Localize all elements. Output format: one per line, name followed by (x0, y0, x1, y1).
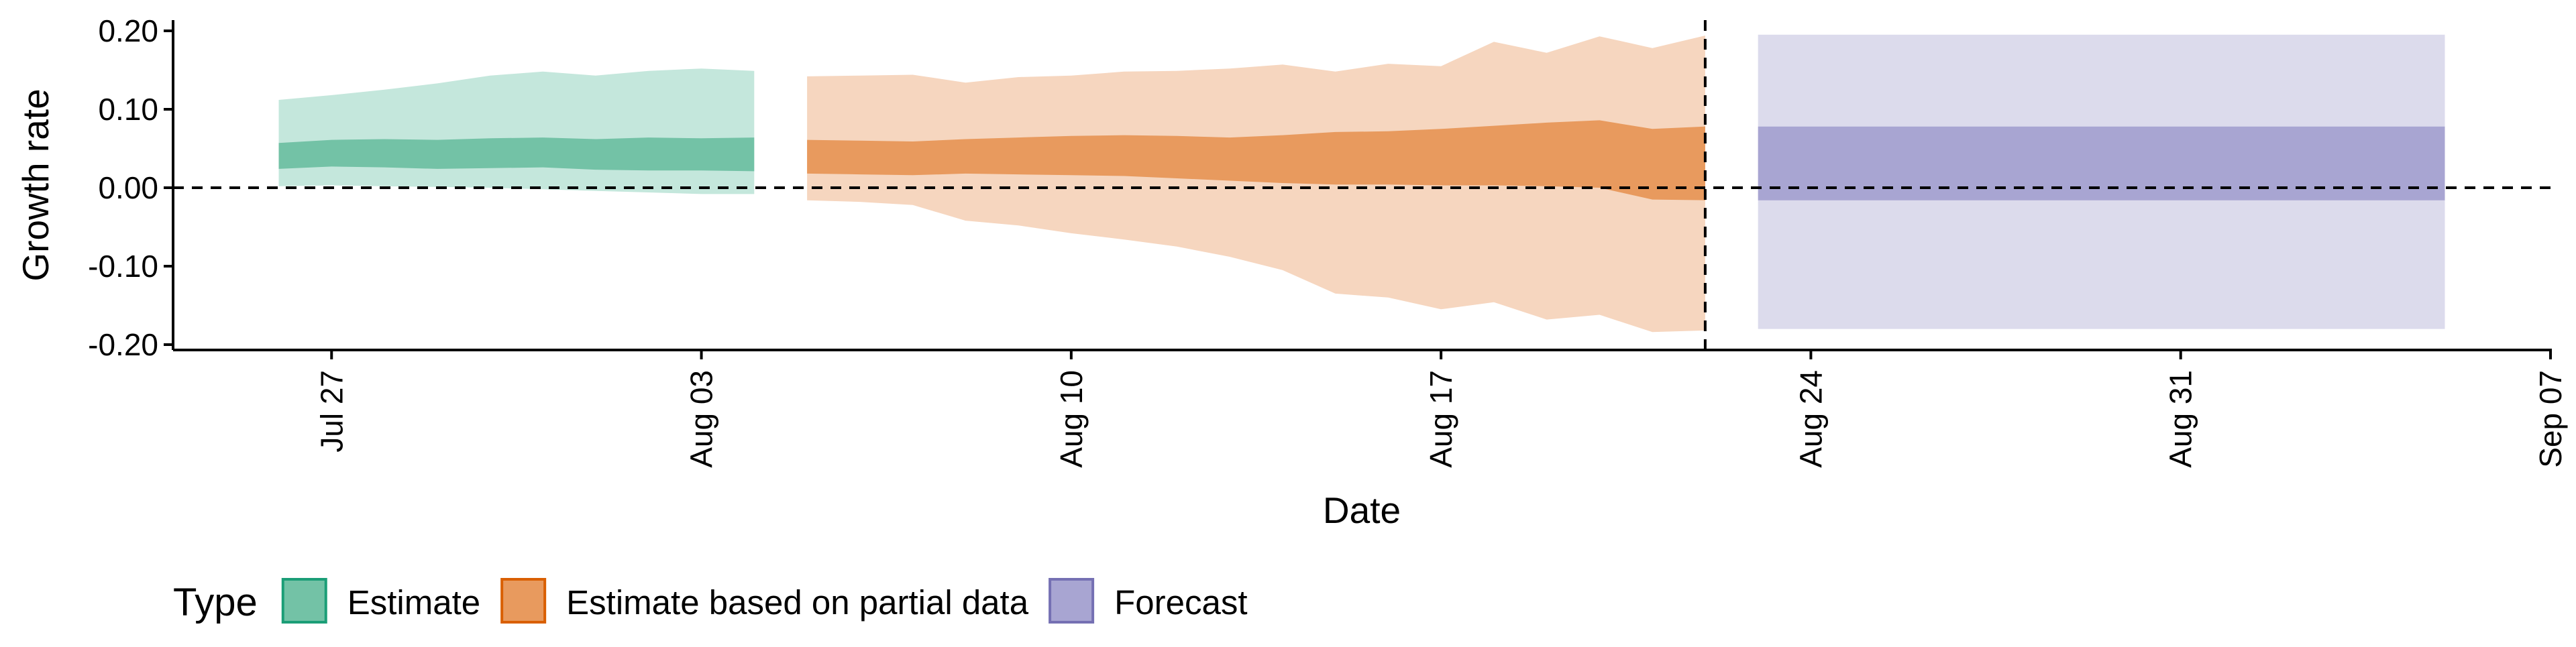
series-1-outer-band (807, 36, 1705, 333)
legend-swatch (1049, 578, 1095, 624)
y-tick-label: 0.20 (98, 13, 158, 48)
x-axis-title: Date (1323, 489, 1401, 531)
x-tick-label: Aug 31 (2163, 370, 2198, 468)
legend-swatch (500, 578, 547, 624)
x-tick-label: Aug 03 (684, 370, 719, 468)
legend-swatch (281, 578, 327, 624)
x-tick-label: Sep 07 (2533, 370, 2568, 468)
y-tick-label: -0.10 (88, 249, 158, 284)
series-0-inner-band (278, 137, 755, 172)
legend-label: Estimate (347, 583, 480, 622)
series-2-inner-band (1758, 126, 2445, 200)
legend-title: Type (173, 581, 258, 624)
axes-layer: 0.20 0.10 0.00 -0.10 -0.20 Jul 27 Aug 03 Aug 10… (15, 13, 2568, 531)
y-tick-label: 0.00 (98, 170, 158, 205)
reference-lines-layer (173, 20, 2551, 350)
legend: Type Estimate Estimate based on partial da… (173, 578, 1248, 624)
y-tick-label: 0.10 (98, 92, 158, 127)
series-1-inner-band (807, 120, 1705, 200)
series-0-outer-band (278, 68, 755, 194)
x-tick-label: Aug 24 (1793, 370, 1828, 468)
bands-layer (278, 34, 2445, 333)
x-tick-label: Jul 27 (314, 370, 349, 453)
legend-label: Forecast (1114, 583, 1247, 622)
y-tick-label: -0.20 (88, 327, 158, 362)
x-tick-label: Aug 17 (1424, 370, 1458, 468)
y-axis-title: Growth rate (15, 89, 56, 281)
legend-label: Estimate based on partial data (566, 583, 1029, 622)
x-tick-label: Aug 10 (1054, 370, 1089, 468)
